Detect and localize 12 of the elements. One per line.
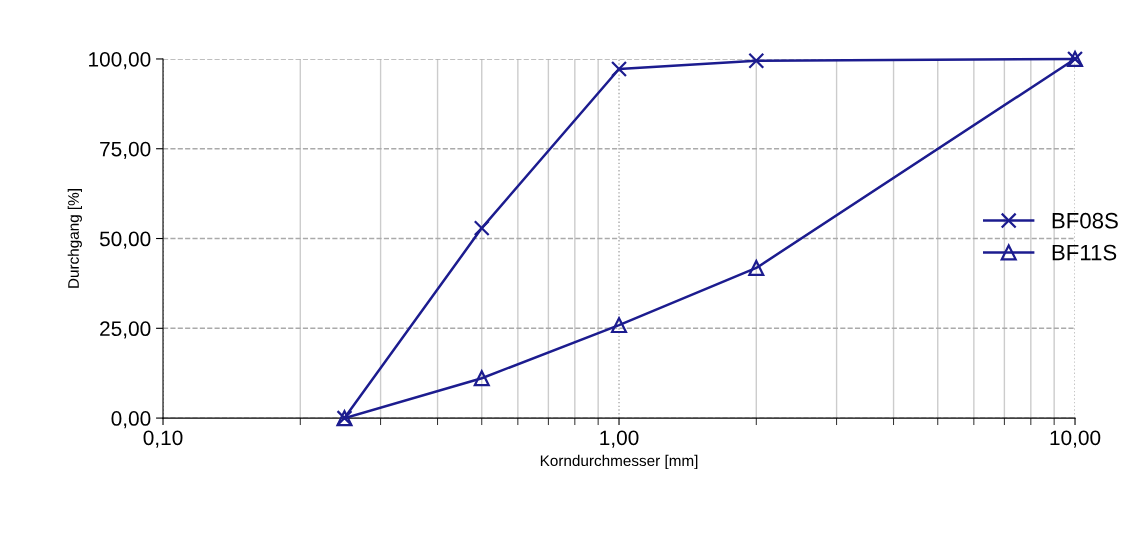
x-tick-label: 10,00 (1050, 430, 1101, 448)
legend-label: BF08S (1052, 212, 1118, 229)
legend-label: BF11S (1052, 244, 1117, 261)
y-tick-label: 25,00 (100, 321, 151, 339)
x-tick-label: 1,00 (600, 430, 639, 448)
y-tick-label: 0,00 (111, 411, 151, 429)
y-axis-title: Durchgang [%] (67, 189, 82, 288)
y-tick-label: 75,00 (100, 141, 151, 159)
x-axis-title: Korndurchmesser [mm] (540, 454, 698, 470)
y-tick-label: 100,00 (89, 51, 151, 70)
y-tick-label: 50,00 (99, 231, 151, 249)
x-tick-label: 0,10 (143, 430, 183, 448)
